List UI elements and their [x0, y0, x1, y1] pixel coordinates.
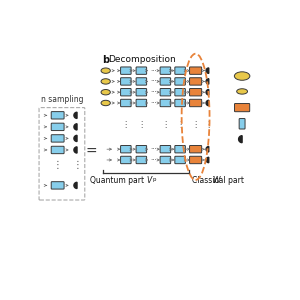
FancyBboxPatch shape — [175, 67, 185, 74]
Text: ···: ··· — [150, 78, 157, 84]
FancyBboxPatch shape — [136, 99, 147, 107]
FancyBboxPatch shape — [175, 88, 185, 96]
FancyBboxPatch shape — [160, 156, 171, 164]
FancyBboxPatch shape — [190, 67, 202, 74]
FancyBboxPatch shape — [121, 156, 131, 164]
FancyBboxPatch shape — [190, 99, 202, 107]
Text: ⋮: ⋮ — [53, 160, 62, 170]
Text: ⋮: ⋮ — [205, 120, 213, 129]
Polygon shape — [206, 100, 209, 106]
FancyBboxPatch shape — [51, 146, 64, 154]
Text: ⋮: ⋮ — [176, 120, 184, 129]
Text: =: = — [85, 145, 97, 158]
FancyBboxPatch shape — [190, 88, 202, 96]
Text: ···: ··· — [150, 89, 157, 95]
FancyBboxPatch shape — [51, 182, 64, 189]
Polygon shape — [74, 182, 77, 188]
FancyBboxPatch shape — [160, 88, 171, 96]
Text: ⋮: ⋮ — [161, 120, 170, 129]
FancyBboxPatch shape — [136, 156, 147, 164]
FancyBboxPatch shape — [51, 112, 64, 119]
FancyBboxPatch shape — [136, 88, 147, 96]
Text: ···: ··· — [150, 146, 157, 152]
Text: ⋮: ⋮ — [191, 120, 200, 129]
FancyBboxPatch shape — [160, 146, 171, 153]
FancyBboxPatch shape — [190, 78, 202, 85]
Ellipse shape — [101, 89, 110, 95]
Ellipse shape — [234, 72, 250, 80]
FancyBboxPatch shape — [175, 156, 185, 164]
FancyBboxPatch shape — [136, 146, 147, 153]
Ellipse shape — [101, 79, 110, 84]
Text: W: W — [212, 176, 219, 185]
Ellipse shape — [237, 89, 248, 94]
FancyBboxPatch shape — [160, 99, 171, 107]
Text: ⋮: ⋮ — [122, 120, 130, 129]
Text: n sampling: n sampling — [41, 95, 84, 104]
FancyBboxPatch shape — [190, 146, 202, 153]
FancyBboxPatch shape — [175, 146, 185, 153]
Text: Decomposition: Decomposition — [108, 55, 176, 64]
Text: p: p — [152, 177, 156, 182]
Polygon shape — [206, 79, 209, 84]
FancyBboxPatch shape — [190, 156, 202, 164]
FancyBboxPatch shape — [239, 118, 245, 129]
FancyBboxPatch shape — [121, 146, 131, 153]
FancyBboxPatch shape — [136, 67, 147, 74]
Text: Classical part: Classical part — [193, 176, 247, 185]
Polygon shape — [74, 135, 77, 142]
FancyBboxPatch shape — [235, 103, 250, 112]
Text: ⋮: ⋮ — [72, 160, 82, 170]
Text: V: V — [147, 176, 152, 185]
FancyBboxPatch shape — [121, 67, 131, 74]
Ellipse shape — [101, 68, 110, 73]
FancyBboxPatch shape — [51, 135, 64, 142]
FancyBboxPatch shape — [121, 99, 131, 107]
FancyBboxPatch shape — [160, 67, 171, 74]
Text: b: b — [103, 55, 110, 65]
Text: ⋮: ⋮ — [137, 120, 146, 129]
Polygon shape — [74, 112, 77, 119]
Text: ···: ··· — [150, 100, 157, 106]
FancyBboxPatch shape — [175, 99, 185, 107]
Polygon shape — [206, 146, 209, 152]
Polygon shape — [238, 136, 242, 142]
Polygon shape — [206, 68, 209, 73]
Text: ···: ··· — [150, 68, 157, 74]
FancyBboxPatch shape — [51, 123, 64, 130]
Polygon shape — [74, 124, 77, 130]
FancyBboxPatch shape — [175, 78, 185, 85]
Polygon shape — [206, 157, 209, 163]
Polygon shape — [74, 147, 77, 153]
FancyBboxPatch shape — [160, 78, 171, 85]
FancyBboxPatch shape — [121, 78, 131, 85]
Polygon shape — [206, 89, 209, 95]
Ellipse shape — [101, 100, 110, 106]
Text: Quantum part: Quantum part — [89, 176, 146, 185]
FancyBboxPatch shape — [121, 88, 131, 96]
FancyBboxPatch shape — [136, 78, 147, 85]
Text: ···: ··· — [150, 157, 157, 163]
